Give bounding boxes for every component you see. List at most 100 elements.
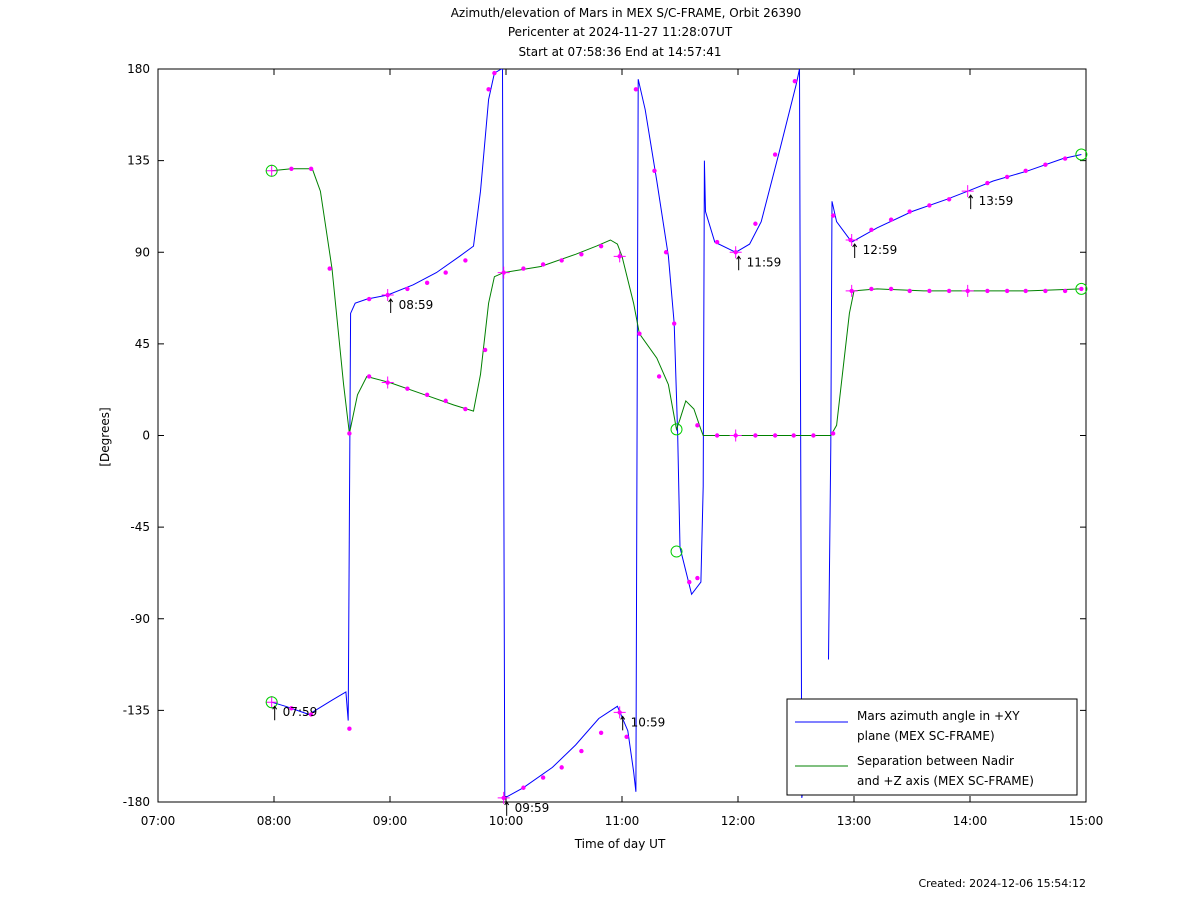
- hour-cross-marker: [613, 706, 626, 719]
- data-point: [424, 280, 430, 285]
- y-tick-label: -180: [123, 795, 150, 809]
- data-point: [443, 270, 448, 275]
- data-point: [463, 406, 468, 412]
- data-point: [811, 433, 816, 438]
- y-tick-label: 135: [127, 154, 150, 168]
- data-point: [1043, 288, 1048, 294]
- data-point: [907, 209, 912, 214]
- data-point: [347, 726, 352, 731]
- data-point: [598, 243, 604, 249]
- data-point: [772, 433, 778, 438]
- data-point: [521, 785, 526, 790]
- data-point: [540, 262, 546, 267]
- data-point: [927, 203, 932, 208]
- y-tick-label: 0: [142, 429, 150, 443]
- data-point: [579, 748, 584, 754]
- data-point: [791, 433, 796, 438]
- annotation-arrow: [388, 298, 394, 314]
- data-point: [637, 331, 642, 336]
- data-point: [772, 152, 778, 157]
- x-tick-label: 09:00: [373, 814, 408, 828]
- data-point: [559, 765, 564, 770]
- data-point: [985, 180, 990, 186]
- hour-cross-marker: [265, 164, 278, 177]
- series-lines: [271, 68, 1082, 799]
- hour-cross-marker: [381, 289, 394, 302]
- data-point: [1023, 288, 1028, 294]
- data-point: [424, 392, 430, 397]
- data-point: [830, 431, 836, 436]
- data-point: [687, 579, 692, 585]
- data-point: [985, 288, 990, 294]
- annotation-label: 12:59: [863, 243, 898, 257]
- data-point: [695, 575, 700, 581]
- x-tick-label: 11:00: [605, 814, 640, 828]
- series-line-separation: [271, 168, 1082, 436]
- data-point: [753, 433, 758, 438]
- legend-box: [786, 698, 1078, 796]
- data-point: [347, 431, 352, 436]
- data-point: [492, 70, 497, 76]
- annotation-arrow: [736, 255, 742, 271]
- data-point: [579, 252, 584, 257]
- data-point: [327, 266, 332, 271]
- data-point: [559, 258, 564, 263]
- hour-cross-marker: [961, 284, 974, 297]
- data-point: [946, 197, 952, 202]
- plot-area: [157, 68, 1087, 803]
- y-axis-label: [Degrees]: [98, 407, 112, 466]
- data-point: [540, 775, 546, 780]
- legend-label-azimuth-2: plane (MEX SC-FRAME): [857, 729, 995, 743]
- endpoint-circle: [670, 423, 683, 436]
- y-tick-label: -45: [130, 520, 150, 534]
- data-point: [1004, 288, 1010, 294]
- data-point: [521, 266, 526, 271]
- data-point: [927, 288, 932, 294]
- data-point: [714, 433, 720, 438]
- data-point: [624, 734, 629, 740]
- annotation-arrow: [852, 243, 858, 259]
- annotations: 07:59 08:59 09:59 10:59 11:59 12:59 13:59: [272, 194, 1013, 816]
- data-point: [656, 374, 662, 379]
- data-point: [869, 286, 874, 292]
- hour-cross-marker: [497, 266, 510, 279]
- data-point: [443, 398, 448, 404]
- data-point: [869, 227, 874, 233]
- data-point: [1043, 162, 1048, 167]
- x-tick-label: 14:00: [953, 814, 988, 828]
- hour-cross-marker: [265, 696, 278, 709]
- x-tick-label: 08:00: [257, 814, 292, 828]
- hour-cross-marker: [613, 250, 626, 263]
- data-point: [308, 166, 314, 171]
- endpoint-circle: [265, 696, 278, 709]
- data-point: [907, 288, 912, 294]
- created-timestamp: Created: 2024-12-06 15:54:12: [918, 877, 1086, 890]
- hour-cross-marker: [729, 246, 742, 259]
- data-point: [308, 712, 314, 717]
- data-point: [1062, 156, 1068, 161]
- data-point: [405, 286, 410, 292]
- data-point: [482, 347, 488, 353]
- x-tick-label: 12:00: [721, 814, 756, 828]
- data-point: [652, 168, 657, 174]
- x-tick-label: 15:00: [1069, 814, 1104, 828]
- y-tick-label: -135: [123, 703, 150, 717]
- annotation-arrow: [504, 801, 510, 816]
- legend-label-azimuth-1: Mars azimuth angle in +XY: [857, 709, 1020, 723]
- y-tick-label: -90: [130, 612, 150, 626]
- y-tick-label: 90: [135, 245, 150, 259]
- hour-cross-marker: [961, 185, 974, 198]
- annotation-label: 07:59: [283, 705, 318, 719]
- data-point: [888, 286, 894, 292]
- hour-cross-marker: [497, 791, 510, 804]
- chart-title-line-3: Start at 07:58:36 End at 14:57:41: [518, 45, 721, 59]
- data-point: [830, 213, 836, 218]
- series-markers: [265, 70, 1088, 804]
- endpoint-circle: [265, 164, 278, 177]
- data-point: [1079, 286, 1084, 292]
- data-point: [753, 221, 758, 226]
- annotation-label: 09:59: [515, 801, 550, 815]
- data-point: [1023, 168, 1028, 174]
- hour-cross-marker: [729, 429, 742, 442]
- data-point: [714, 239, 720, 245]
